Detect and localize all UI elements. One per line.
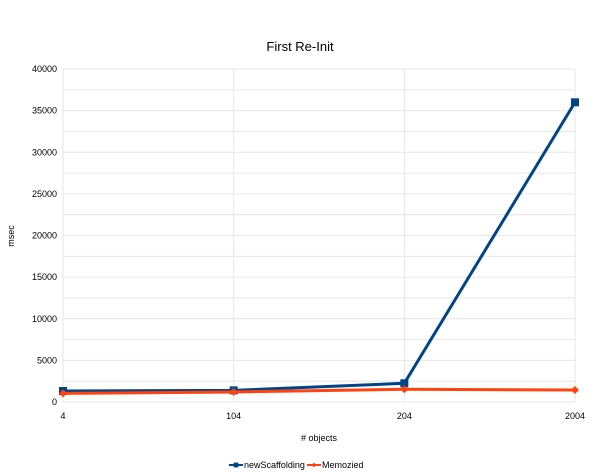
- y-tick-label: 0: [52, 397, 57, 407]
- y-axis-label: msec: [6, 225, 16, 247]
- data-point: [571, 386, 579, 395]
- y-tick-label: 20000: [32, 231, 57, 241]
- y-tick-label: 30000: [32, 147, 57, 157]
- x-tick-label: 104: [226, 411, 241, 421]
- x-tick-label: 2004: [565, 411, 585, 421]
- legend-label: Memozied: [322, 460, 364, 470]
- y-tick-label: 25000: [32, 189, 57, 199]
- y-tick-label: 40000: [32, 64, 57, 74]
- legend-label: newScaffolding: [244, 460, 305, 470]
- series-line-newScaffolding: [62, 101, 577, 393]
- data-point: [229, 388, 238, 397]
- data-point: [400, 385, 409, 394]
- data-point: [59, 389, 67, 398]
- data-point: [233, 462, 239, 468]
- y-tick-label: 35000: [32, 106, 57, 116]
- y-tick-label: 5000: [37, 355, 57, 365]
- y-tick-label: 10000: [32, 314, 57, 324]
- y-tick-label: 15000: [32, 272, 57, 282]
- x-axis-label: # objects: [301, 433, 338, 443]
- x-tick-label: 4: [60, 411, 65, 421]
- chart-title: First Re-Init: [266, 39, 334, 54]
- data-point: [311, 462, 317, 468]
- series-line-Memozied: [62, 387, 576, 395]
- data-point: [400, 379, 409, 388]
- data-point: [571, 98, 579, 107]
- x-tick-label: 204: [397, 411, 412, 421]
